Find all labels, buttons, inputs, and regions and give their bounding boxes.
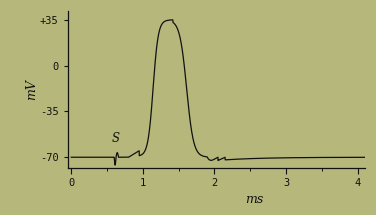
- Text: ms: ms: [245, 193, 263, 206]
- Text: S: S: [111, 132, 119, 144]
- Y-axis label: mV: mV: [26, 79, 38, 100]
